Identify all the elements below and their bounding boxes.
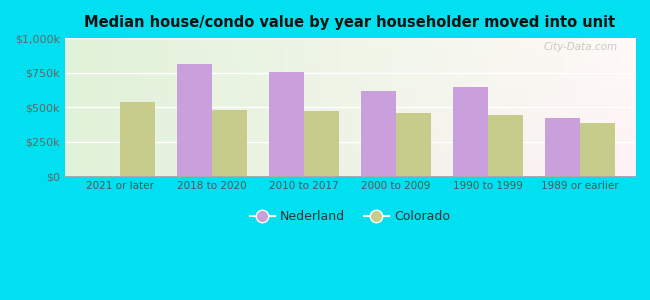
Bar (120, 102, 155, 176)
Bar (304, 111, 339, 176)
Bar (545, 118, 580, 176)
Bar (212, 110, 247, 176)
Bar (396, 113, 431, 176)
Legend: Nederland, Colorado: Nederland, Colorado (245, 205, 455, 228)
Bar (269, 72, 304, 176)
Bar (488, 115, 523, 176)
Text: City-Data.com: City-Data.com (544, 42, 618, 52)
Bar (453, 87, 488, 176)
Bar (361, 91, 396, 176)
Bar (177, 64, 212, 176)
Bar (580, 123, 615, 176)
Title: Median house/condo value by year householder moved into unit: Median house/condo value by year househo… (84, 15, 616, 30)
